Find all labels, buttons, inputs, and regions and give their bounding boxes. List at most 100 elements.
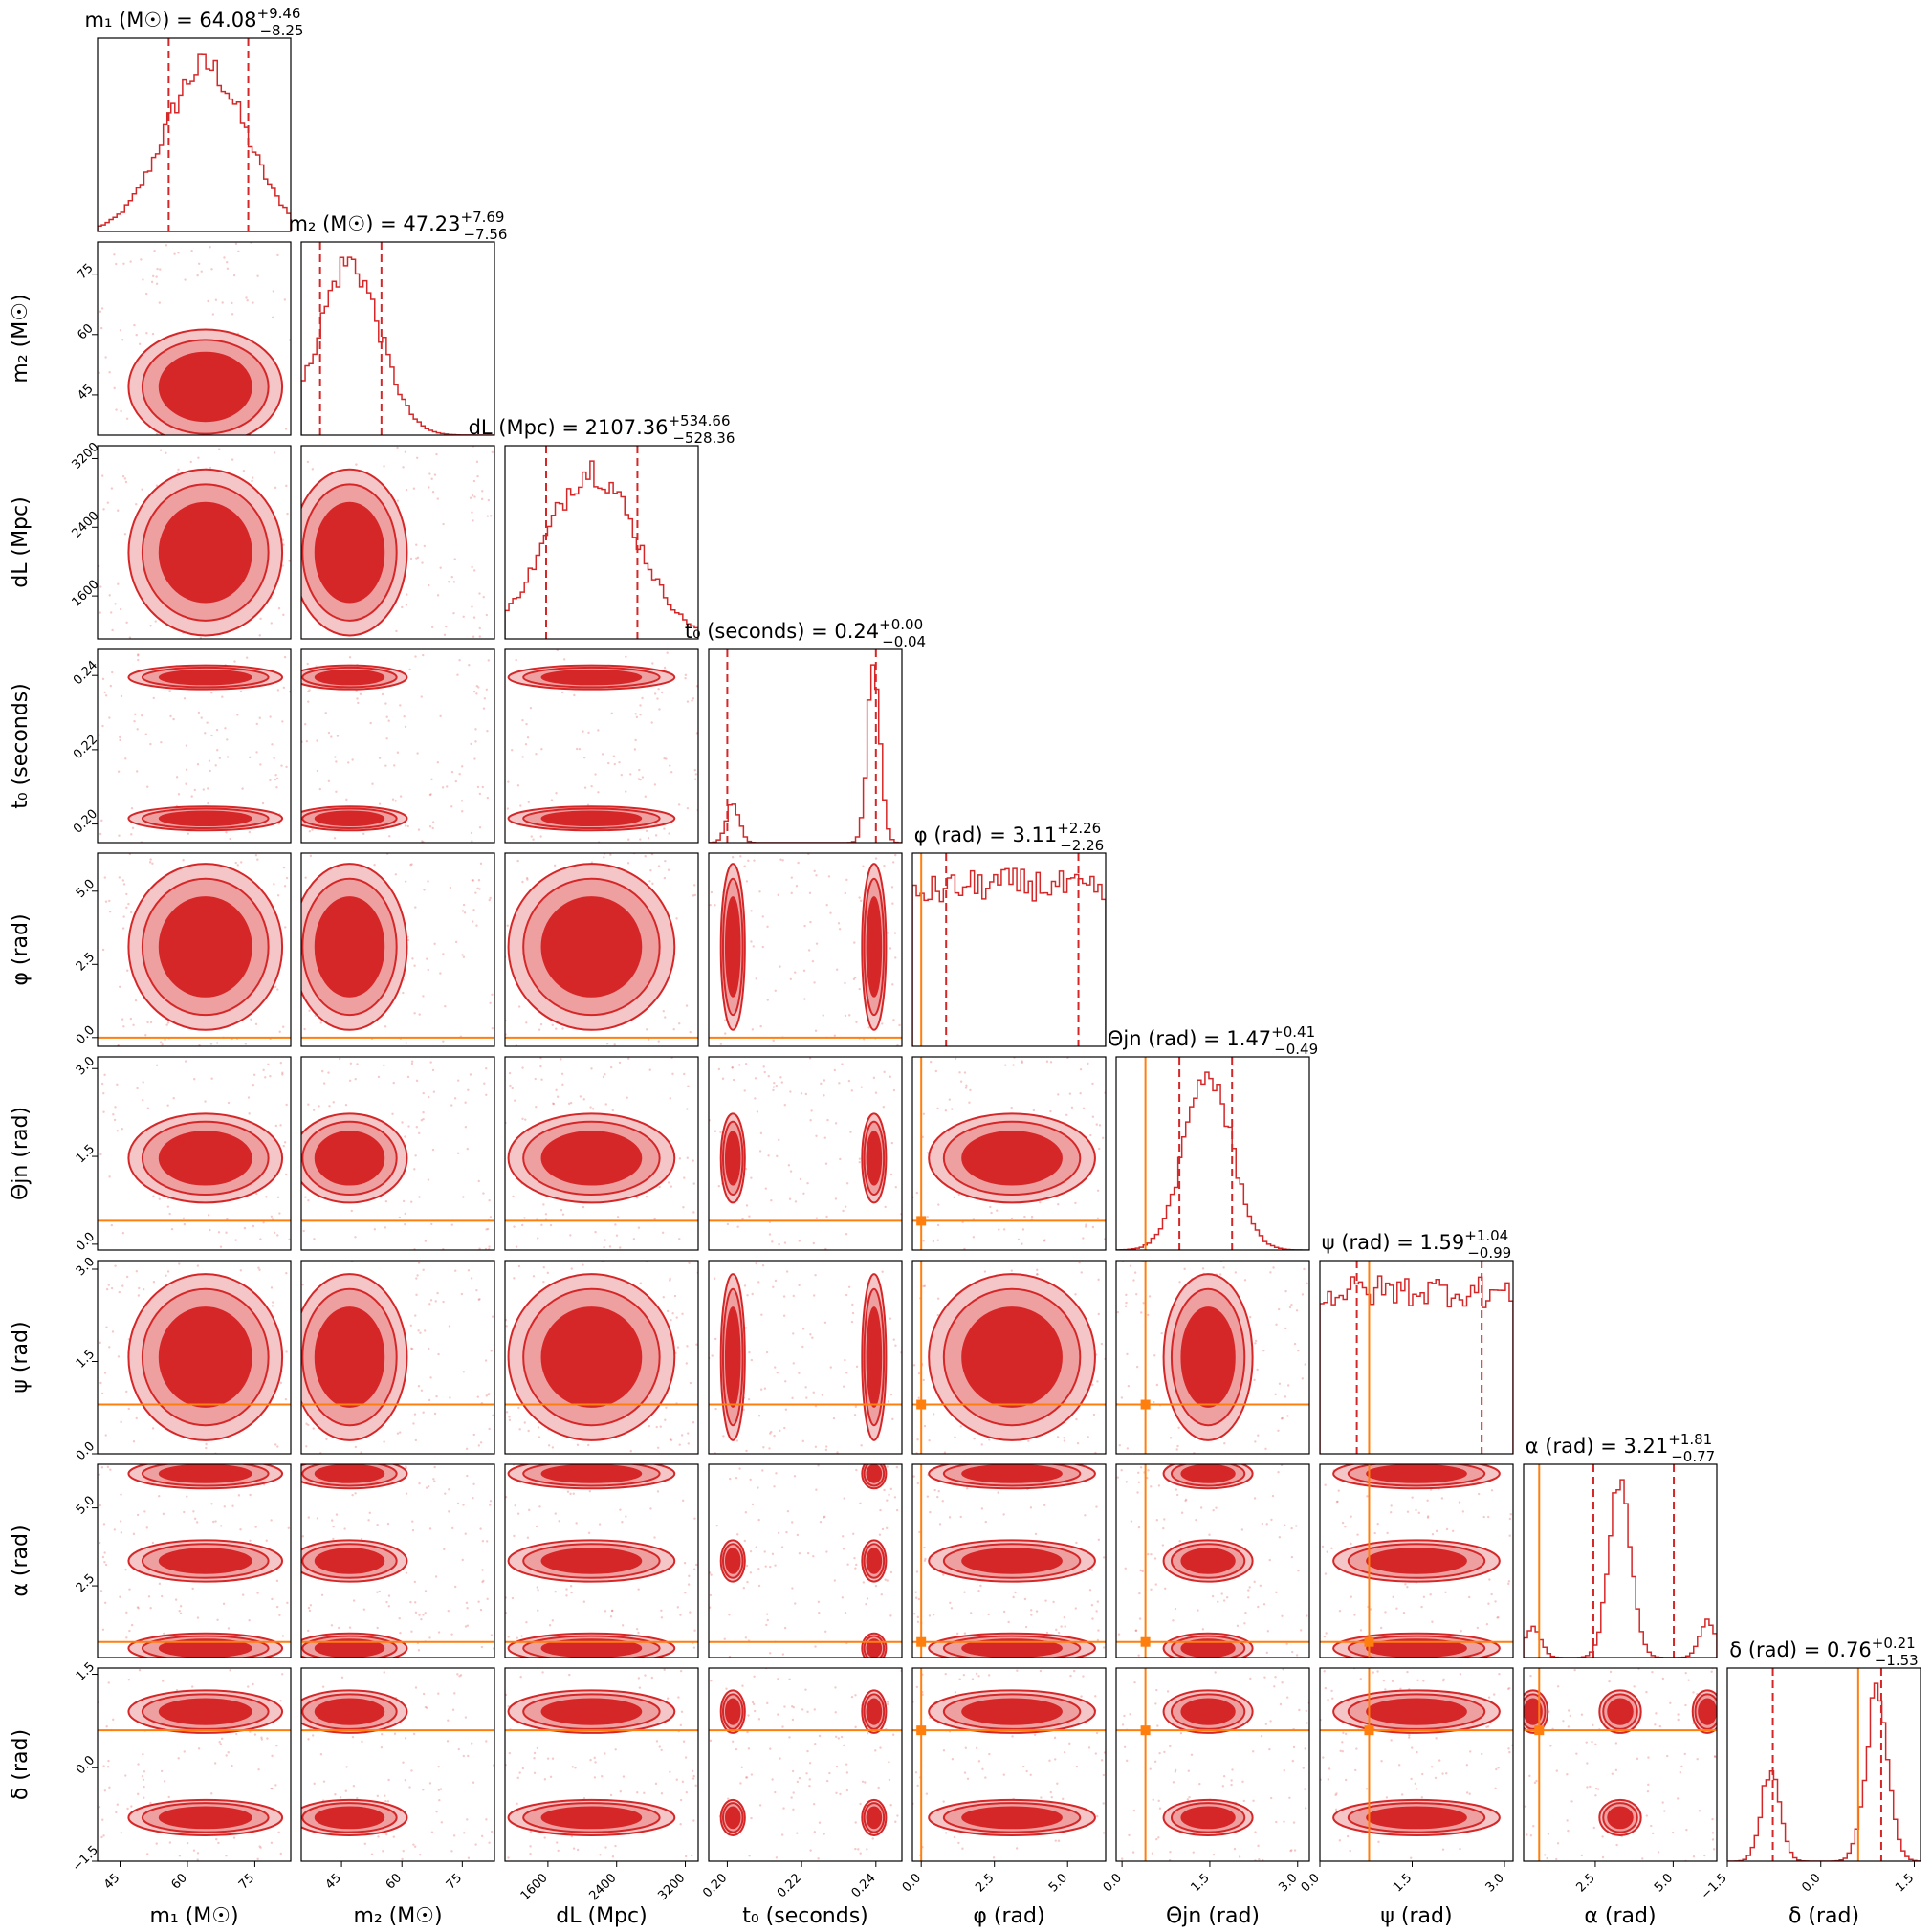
scatter-point [790,1704,794,1708]
scatter-point [625,1515,627,1518]
scatter-point [227,1101,231,1105]
contour-panel-m2-vs-theta [301,1057,494,1250]
scatter-point [521,1767,525,1770]
scatter-point [415,1079,419,1083]
scatter-point [740,1766,743,1768]
scatter-point [101,1818,104,1821]
scatter-point [376,1591,379,1593]
scatter-point [1247,1589,1250,1592]
scatter-point [328,1105,331,1108]
scatter-point [1017,1238,1021,1241]
scatter-point [152,1281,156,1284]
scatter-point [759,1024,762,1028]
scatter-point [828,1771,831,1775]
scatter-point [1273,1685,1276,1688]
scatter-point [215,1042,219,1044]
scatter-point [1390,1511,1393,1514]
scatter-point [1442,1678,1445,1680]
contour-inner [1366,1806,1467,1830]
scatter-point [798,1284,801,1287]
scatter-point [213,1762,217,1765]
scatter-point [789,1170,793,1173]
scatter-point [1268,1558,1271,1562]
scatter-point [785,1530,788,1534]
scatter-point [626,862,630,865]
scatter-point [490,1634,494,1636]
scatter-point [773,1081,776,1085]
scatter-point [1183,1267,1186,1271]
scatter-point [467,1754,470,1758]
scatter-point [399,795,403,798]
scatter-point [134,999,138,1002]
scatter-point [427,1484,430,1488]
scatter-point [527,1429,530,1433]
scatter-point [954,1691,957,1694]
scatter-point [462,1754,466,1758]
scatter-point [1126,1447,1130,1450]
scatter-point [460,765,464,768]
scatter-point [223,256,226,259]
scatter-point [104,694,108,697]
scatter-point [797,861,800,865]
scatter-point [806,1551,810,1555]
scatter-point [746,1580,749,1584]
scatter-point [1178,1281,1181,1284]
scatter-point [591,1108,595,1110]
contour-panel-m1-vs-theta [98,1060,291,1248]
y-axis-label-phi: φ (rad) [9,913,33,985]
scatter-point [121,879,125,882]
scatter-point [602,1075,605,1079]
scatter-point [1262,1603,1266,1606]
scatter-point [223,1505,226,1508]
scatter-point [1257,1844,1260,1848]
scatter-point [488,1198,491,1202]
scatter-point [309,1604,313,1607]
contour-inner [961,1306,1063,1408]
scatter-point [285,876,289,880]
scatter-point [285,765,288,769]
scatter-point [330,735,333,738]
scatter-point [405,1465,407,1468]
scatter-point [637,1631,640,1635]
scatter-point [101,677,105,681]
scatter-point [1263,1676,1266,1679]
scatter-point [283,655,287,659]
scatter-point [477,1179,480,1183]
scatter-point [142,278,144,281]
scatter-point [425,1486,428,1489]
scatter-point [242,470,246,472]
scatter-point [1190,1753,1194,1756]
scatter-point [804,1386,807,1389]
scatter-point [165,1274,167,1277]
scatter-point [437,1631,441,1634]
contour-panel-t0-vs-delta [709,1668,902,1860]
scatter-point [100,1392,104,1395]
scatter-point [963,1771,967,1774]
y-axis-label-theta: Θjn (rad) [9,1107,33,1200]
scatter-point [1445,1772,1448,1775]
scatter-point [1214,1671,1217,1674]
scatter-point [1146,1476,1149,1480]
scatter-point [454,1269,457,1272]
scatter-point [373,864,376,867]
scatter-point [1150,1552,1153,1556]
scatter-point [1198,1782,1201,1786]
scatter-point [987,1613,990,1616]
scatter-point [932,1240,935,1243]
scatter-point [1336,1500,1339,1503]
scatter-point [813,869,816,873]
scatter-point [675,917,678,920]
scatter-point [769,1432,772,1435]
scatter-point [1253,1378,1256,1382]
scatter-point [922,1378,925,1382]
scatter-point [356,697,359,700]
scatter-point [282,686,286,690]
scatter-point [99,1341,101,1345]
scatter-point [1435,1737,1438,1740]
scatter-point [1397,1764,1401,1767]
scatter-point [817,1464,820,1467]
scatter-point [801,1439,804,1443]
contour-panel-m2-vs-psi [301,1261,494,1454]
scatter-point [1322,1756,1325,1759]
scatter-point [1090,1604,1094,1607]
